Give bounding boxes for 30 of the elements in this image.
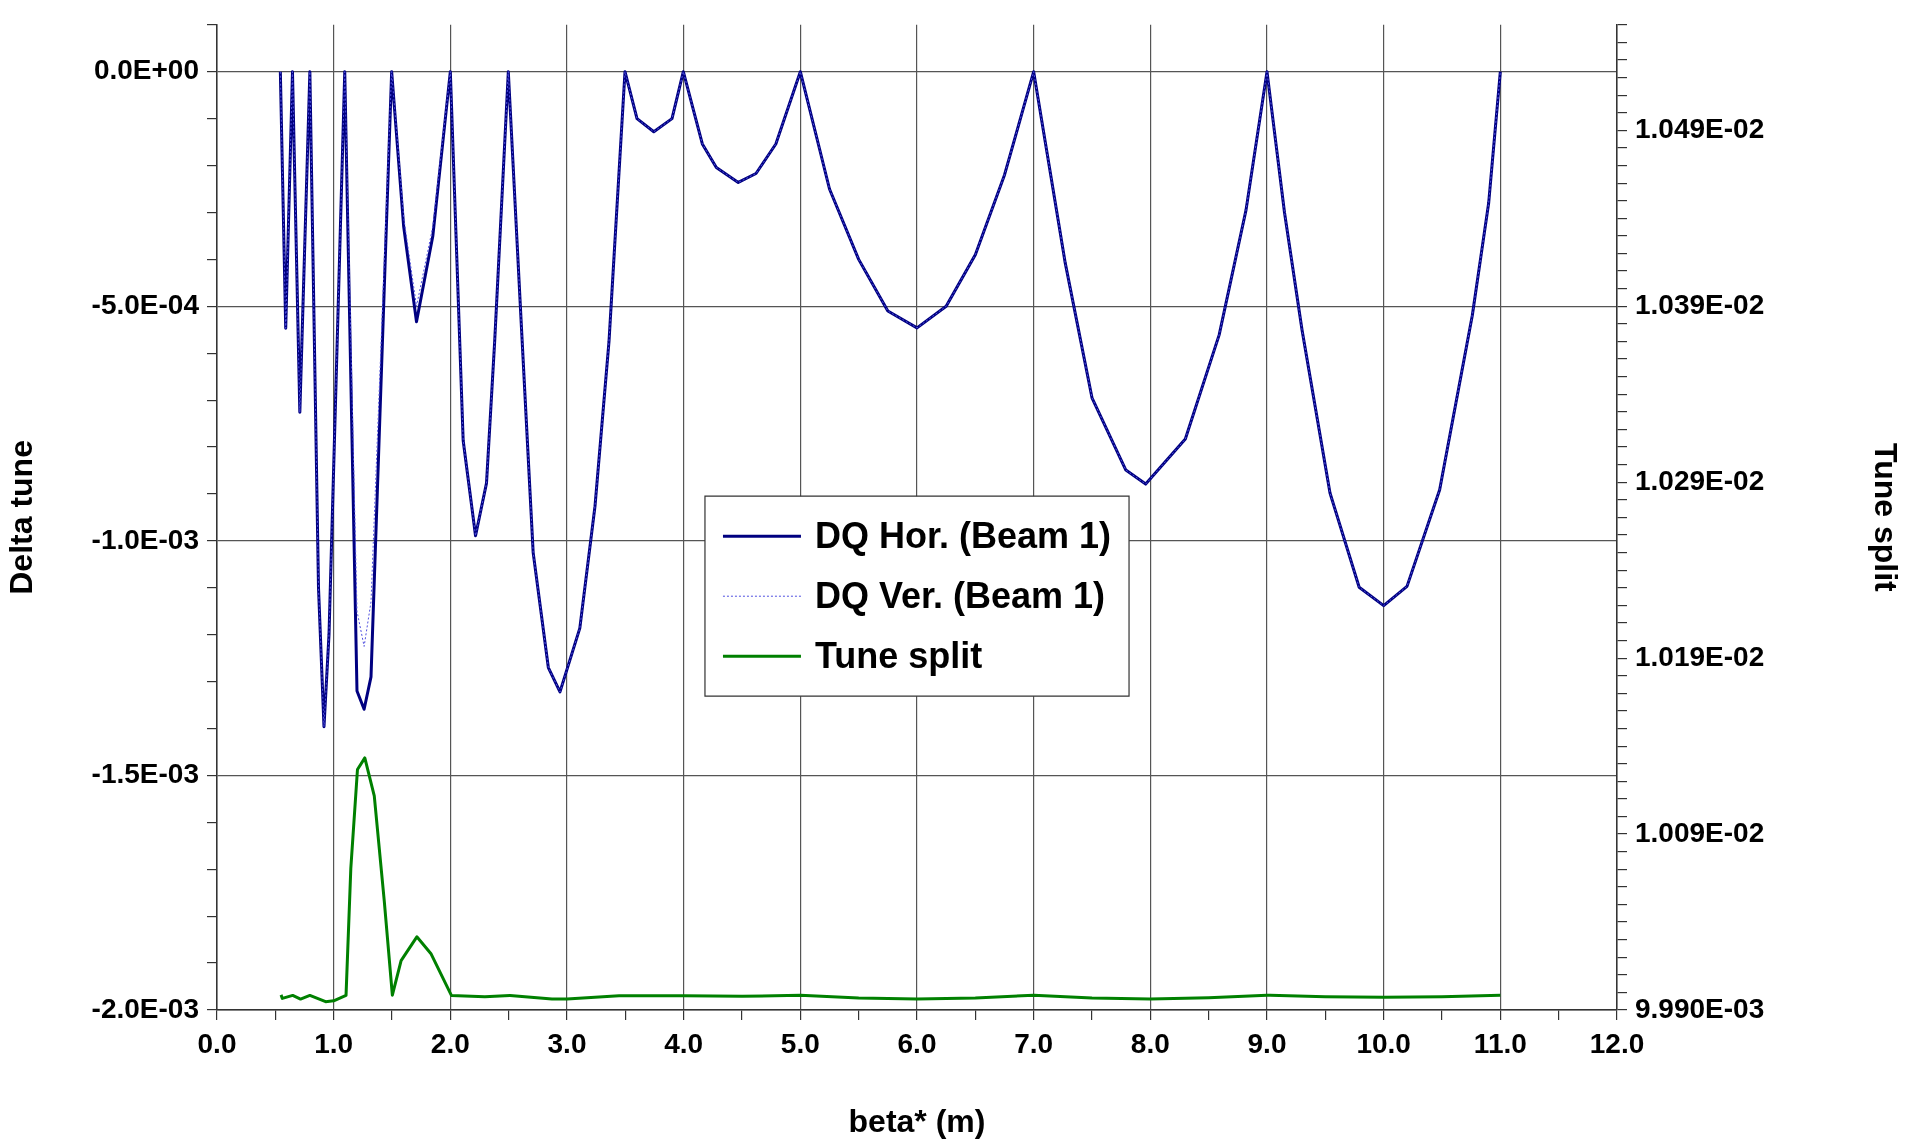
y2-tick-label: 1.009E-02 [1635,816,1765,848]
x-tick-label: 10.0 [1356,1027,1411,1059]
y2-tick-label: 9.990E-03 [1635,992,1765,1024]
x-tick-label: 6.0 [897,1027,937,1059]
y-tick-label: -5.0E-04 [91,289,200,320]
y-tick-label: -1.5E-03 [91,758,199,790]
x-tick-label: 2.0 [430,1027,470,1059]
x-tick-label: 5.0 [780,1027,820,1059]
y-tick-label: 0.0E+00 [93,54,199,86]
x-tick-label: 7.0 [1014,1027,1054,1059]
legend-label: DQ Hor. (Beam 1) [814,515,1112,557]
y-tick-label: -1.0E-03 [91,523,199,555]
legend-label: Tune split [814,635,983,677]
x-tick-label: 1.0 [314,1027,354,1059]
y2-tick-label: 1.019E-02 [1635,640,1765,672]
y-tick-label: -2.0E-03 [91,992,199,1024]
x-tick-label: 8.0 [1130,1027,1170,1059]
x-tick-label: 9.0 [1247,1027,1287,1059]
y2-axis-title: Tune split [1867,443,1904,593]
x-axis-title: beta* (m) [848,1102,986,1139]
y-axis-title: Delta tune [3,440,40,595]
legend-label: DQ Ver. (Beam 1) [814,575,1106,617]
x-tick-label: 0.0 [197,1027,237,1059]
y2-tick-label: 1.039E-02 [1635,289,1765,320]
x-tick-label: 11.0 [1473,1027,1527,1059]
y2-tick-label: 1.029E-02 [1635,464,1765,496]
x-tick-label: 4.0 [664,1027,704,1059]
y2-tick-label: 1.049E-02 [1635,113,1765,145]
x-tick-label: 3.0 [547,1027,587,1059]
x-tick-label: 12.0 [1589,1027,1645,1059]
